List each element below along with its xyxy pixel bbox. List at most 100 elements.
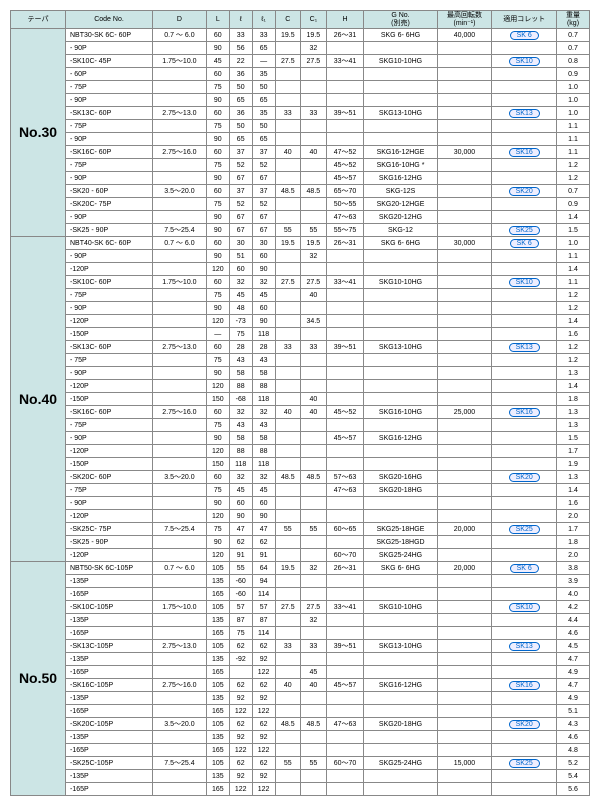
cell-rpm bbox=[437, 172, 492, 185]
cell-wt: 1.1 bbox=[557, 120, 590, 133]
cell-c1 bbox=[301, 380, 327, 393]
cell-col: SK16 bbox=[492, 679, 557, 692]
cell-c bbox=[275, 250, 301, 263]
table-row: - 90P9065651.0 bbox=[11, 94, 590, 107]
cell-rpm: 15,000 bbox=[437, 757, 492, 770]
cell-e: 57 bbox=[229, 601, 252, 614]
cell-c1: 19.5 bbox=[301, 237, 327, 250]
table-row: -135P13592924.9 bbox=[11, 692, 590, 705]
cell-col bbox=[492, 575, 557, 588]
taper-cell: No.40 bbox=[11, 237, 66, 562]
cell-l: 90 bbox=[206, 133, 229, 146]
cell-wt: 4.6 bbox=[557, 731, 590, 744]
cell-col bbox=[492, 198, 557, 211]
cell-l: 75 bbox=[206, 159, 229, 172]
cell-wt: 0.9 bbox=[557, 198, 590, 211]
cell-g bbox=[364, 627, 437, 640]
cell-c bbox=[275, 419, 301, 432]
cell-l: 75 bbox=[206, 81, 229, 94]
cell-l: 135 bbox=[206, 692, 229, 705]
cell-col: SK13 bbox=[492, 107, 557, 120]
cell-l: 105 bbox=[206, 718, 229, 731]
cell-d: 7.5～25.4 bbox=[153, 224, 207, 237]
cell-col bbox=[492, 120, 557, 133]
cell-l: 105 bbox=[206, 679, 229, 692]
cell-g: SKG16-12HGE bbox=[364, 146, 437, 159]
cell-col bbox=[492, 536, 557, 549]
cell-l: 75 bbox=[206, 419, 229, 432]
table-row: -SK16C- 60P2.75～16.0603232404045～52SKG16… bbox=[11, 406, 590, 419]
cell-col bbox=[492, 705, 557, 718]
cell-g: SKG25-18HGD bbox=[364, 536, 437, 549]
cell-e: 45 bbox=[229, 484, 252, 497]
cell-g bbox=[364, 575, 437, 588]
cell-wt: 4.9 bbox=[557, 692, 590, 705]
cell-c1 bbox=[301, 419, 327, 432]
cell-rpm bbox=[437, 133, 492, 146]
cell-c: 33 bbox=[275, 640, 301, 653]
cell-d bbox=[153, 211, 207, 224]
cell-col: SK13 bbox=[492, 640, 557, 653]
cell-col: SK13 bbox=[492, 341, 557, 354]
cell-g: SKG20-12HG bbox=[364, 211, 437, 224]
col-header: C bbox=[275, 11, 301, 29]
col-header: D bbox=[153, 11, 207, 29]
cell-code: -SK13C- 60P bbox=[66, 107, 153, 120]
cell-h: 26～31 bbox=[326, 29, 364, 42]
cell-d bbox=[153, 393, 207, 406]
cell-code: - 75P bbox=[66, 354, 153, 367]
cell-c bbox=[275, 393, 301, 406]
cell-g bbox=[364, 588, 437, 601]
table-row: -SK13C- 60P2.75～13.0602828333339～51SKG13… bbox=[11, 341, 590, 354]
cell-c1 bbox=[301, 744, 327, 757]
cell-rpm bbox=[437, 692, 492, 705]
cell-code: NBT50-SK 6C-105P bbox=[66, 562, 153, 575]
cell-e: -60 bbox=[229, 575, 252, 588]
cell-c bbox=[275, 692, 301, 705]
cell-wt: 4.9 bbox=[557, 666, 590, 679]
cell-h bbox=[326, 42, 364, 55]
table-row: -135P135-92924.7 bbox=[11, 653, 590, 666]
cell-col bbox=[492, 419, 557, 432]
cell-c: 27.5 bbox=[275, 276, 301, 289]
cell-h bbox=[326, 744, 364, 757]
cell-col bbox=[492, 289, 557, 302]
cell-d: 1.75～10.0 bbox=[153, 276, 207, 289]
cell-e1: 118 bbox=[252, 328, 275, 341]
cell-d bbox=[153, 692, 207, 705]
cell-e: -92 bbox=[229, 653, 252, 666]
cell-rpm bbox=[437, 81, 492, 94]
cell-e: 62 bbox=[229, 679, 252, 692]
cell-wt: 1.5 bbox=[557, 224, 590, 237]
cell-e1: 32 bbox=[252, 276, 275, 289]
table-row: -SK10C- 60P1.75～10.060323227.527.533～41S… bbox=[11, 276, 590, 289]
table-row: -SK20 - 60P3.5～20.060373748.548.565～70SK… bbox=[11, 185, 590, 198]
cell-code: -SK16C- 60P bbox=[66, 406, 153, 419]
cell-g: SKG20-12HGE bbox=[364, 198, 437, 211]
cell-code: -SK20C- 60P bbox=[66, 471, 153, 484]
table-row: - 60P6036350.9 bbox=[11, 68, 590, 81]
cell-c: 40 bbox=[275, 146, 301, 159]
cell-code: -150P bbox=[66, 328, 153, 341]
cell-col bbox=[492, 133, 557, 146]
cell-rpm bbox=[437, 679, 492, 692]
cell-d: 2.75～13.0 bbox=[153, 107, 207, 120]
cell-col bbox=[492, 94, 557, 107]
cell-d bbox=[153, 328, 207, 341]
cell-code: -165P bbox=[66, 588, 153, 601]
cell-g: SKG20-18HG bbox=[364, 718, 437, 731]
cell-wt: 1.4 bbox=[557, 263, 590, 276]
cell-rpm bbox=[437, 68, 492, 81]
cell-c1 bbox=[301, 783, 327, 796]
cell-l: 75 bbox=[206, 289, 229, 302]
cell-wt: 5.4 bbox=[557, 770, 590, 783]
cell-col bbox=[492, 250, 557, 263]
cell-code: - 75P bbox=[66, 120, 153, 133]
cell-e: 28 bbox=[229, 341, 252, 354]
cell-c: 48.5 bbox=[275, 185, 301, 198]
cell-rpm bbox=[437, 536, 492, 549]
cell-e: 60 bbox=[229, 263, 252, 276]
cell-d bbox=[153, 94, 207, 107]
cell-code: -135P bbox=[66, 770, 153, 783]
cell-e: 88 bbox=[229, 445, 252, 458]
